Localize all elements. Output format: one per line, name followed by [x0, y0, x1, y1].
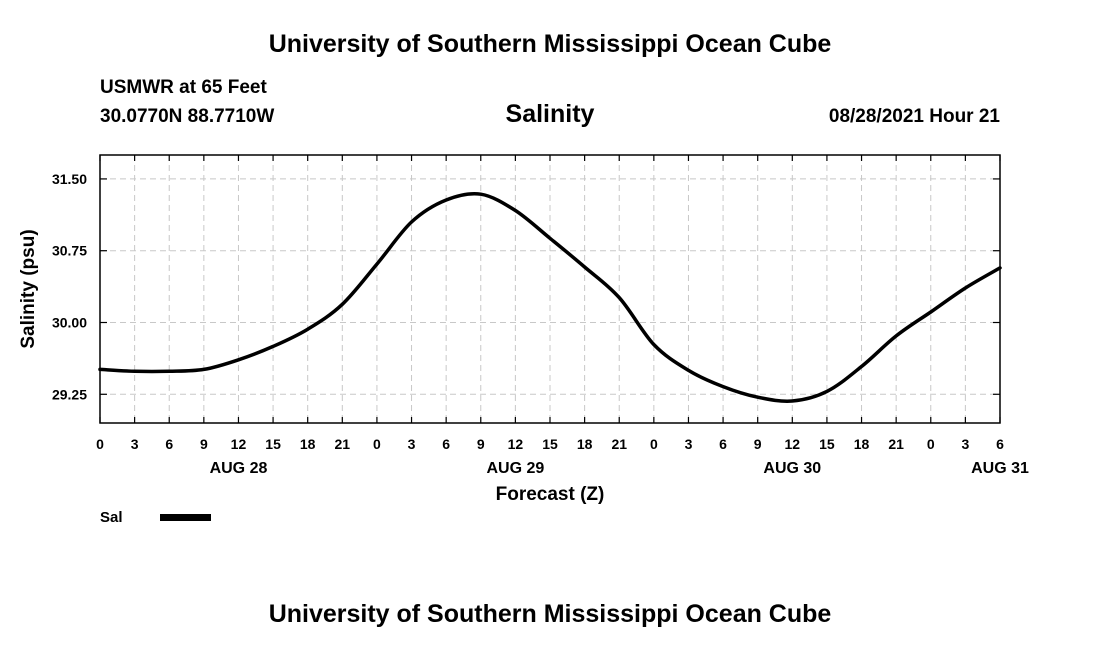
x-tick-label: 0: [373, 436, 381, 452]
x-tick-label: 6: [165, 436, 173, 452]
x-tick-label: 15: [542, 436, 558, 452]
legend-swatch: [160, 514, 211, 521]
day-labels: AUG 28 AUG 29 AUG 30 AUG 31: [210, 460, 1029, 477]
y-tick-labels: 29.25 30.00 30.75 31.50: [52, 171, 87, 402]
y-tick-label: 30.75: [52, 243, 87, 259]
plot-frame: [99, 154, 1001, 424]
y-tick-label: 30.00: [52, 315, 87, 331]
y-axis-label: Salinity (psu): [18, 229, 39, 348]
legend: Sal: [100, 509, 211, 526]
top-title: University of Southern Mississippi Ocean…: [268, 30, 832, 58]
x-tick-label: 21: [335, 436, 351, 452]
x-tick-label: 18: [300, 436, 316, 452]
x-tick-label: 3: [961, 436, 969, 452]
day-label: AUG 30: [763, 460, 821, 477]
x-tick-label: 15: [265, 436, 281, 452]
x-tick-label: 3: [131, 436, 139, 452]
x-tick-label: 0: [927, 436, 935, 452]
x-tick-label: 15: [819, 436, 835, 452]
y-tick-label: 29.25: [52, 386, 87, 402]
x-axis-label: Forecast (Z): [496, 484, 605, 505]
x-tick-label: 6: [719, 436, 727, 452]
x-tick-label: 12: [508, 436, 524, 452]
station-coordinates: 30.0770N 88.7710W: [100, 106, 275, 127]
x-tick-label: 3: [685, 436, 693, 452]
x-tick-label: 9: [754, 436, 762, 452]
x-tick-label: 12: [785, 436, 801, 452]
axis-ticks: [99, 155, 1001, 423]
legend-label: Sal: [100, 509, 123, 526]
x-tick-label: 21: [888, 436, 904, 452]
x-tick-label: 9: [477, 436, 485, 452]
x-tick-label: 3: [408, 436, 416, 452]
day-label: AUG 28: [210, 460, 268, 477]
station-name: USMWR at 65 Feet: [100, 77, 267, 98]
bottom-title: University of Southern Mississippi Ocean…: [268, 600, 832, 628]
x-tick-label: 6: [996, 436, 1004, 452]
x-tick-labels: 0 3 6 9 12 15 18 21 0 3 6 9 12 15 18 21 0 3 6 9 12 15 18 21 0 3 6: [96, 436, 1004, 452]
x-tick-label: 0: [96, 436, 104, 452]
x-tick-label: 18: [577, 436, 593, 452]
x-tick-label: 6: [442, 436, 450, 452]
x-tick-label: 9: [200, 436, 208, 452]
y-tick-label: 31.50: [52, 171, 87, 187]
x-tick-label: 21: [611, 436, 627, 452]
salinity-series-line: [98, 191, 1002, 403]
chart-title: Salinity: [505, 100, 595, 128]
day-label: AUG 31: [971, 460, 1029, 477]
grid-lines: [100, 155, 1000, 423]
x-tick-label: 0: [650, 436, 658, 452]
day-label: AUG 29: [486, 460, 544, 477]
valid-time: 08/28/2021 Hour 21: [828, 106, 1000, 127]
x-tick-label: 12: [231, 436, 247, 452]
x-tick-label: 18: [854, 436, 870, 452]
